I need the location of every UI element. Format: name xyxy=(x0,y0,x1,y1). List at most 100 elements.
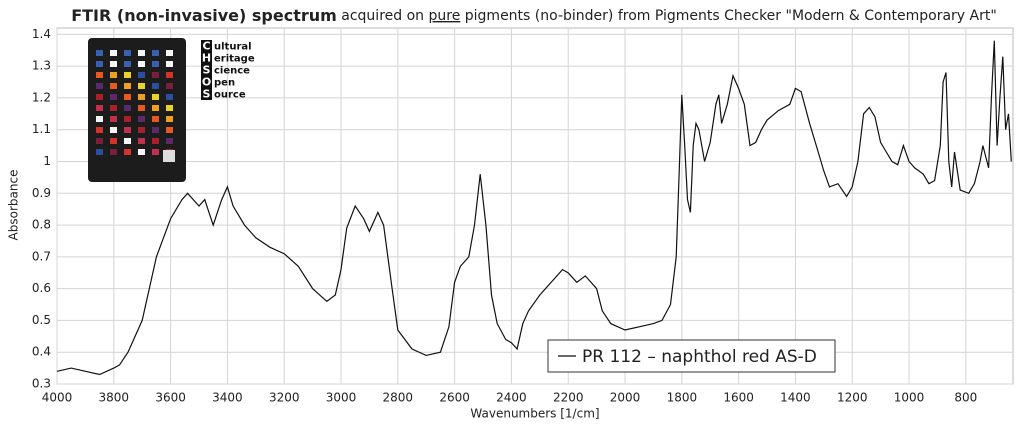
swatch xyxy=(152,61,159,67)
x-axis-label: Wavenumbers [1/cm] xyxy=(470,407,599,421)
logo-box xyxy=(201,40,212,52)
swatch xyxy=(110,127,117,133)
swatch xyxy=(138,94,145,100)
swatch xyxy=(138,149,145,155)
swatch xyxy=(124,127,131,133)
swatch xyxy=(166,94,173,100)
swatch xyxy=(110,72,117,78)
y-tick-label: 0.7 xyxy=(32,249,51,263)
x-tick-label: 2400 xyxy=(496,391,527,405)
swatch xyxy=(138,61,145,67)
plot-frame xyxy=(56,27,1014,385)
logo-word: pen xyxy=(214,78,235,89)
swatch xyxy=(110,94,117,100)
x-tick-label: 3600 xyxy=(155,391,186,405)
y-tick-label: 1 xyxy=(43,154,51,168)
title-part: acquired on xyxy=(341,8,424,24)
legend: PR 112 – naphthol red AS-D xyxy=(547,339,836,373)
swatches xyxy=(96,50,175,162)
x-tick-label: 4000 xyxy=(42,391,73,405)
y-tick-label: 1.2 xyxy=(32,90,51,104)
x-tick-label: 1200 xyxy=(837,391,868,405)
swatch xyxy=(96,116,103,122)
x-tick-label: 1800 xyxy=(667,391,698,405)
swatch xyxy=(166,72,173,78)
swatch xyxy=(124,116,131,122)
swatch xyxy=(138,105,145,111)
legend-label: PR 112 – naphthol red AS-D xyxy=(582,347,817,367)
swatch xyxy=(110,83,117,89)
swatch xyxy=(138,138,145,144)
swatch xyxy=(110,61,117,67)
x-tick-label: 3000 xyxy=(326,391,357,405)
logo-box xyxy=(201,64,212,76)
swatch xyxy=(152,94,159,100)
chart-title: FTIR (non-invasive) spectrum acquired on… xyxy=(71,6,997,25)
swatch xyxy=(166,50,173,56)
title-bold: FTIR (non-invasive) spectrum xyxy=(71,6,337,25)
x-tick-label: 2600 xyxy=(439,391,470,405)
y-tick-label: 1.3 xyxy=(32,59,51,73)
y-tick-label: 1.4 xyxy=(32,27,51,41)
swatch xyxy=(96,105,103,111)
swatch xyxy=(96,94,103,100)
y-tick-label: 1.1 xyxy=(32,122,51,136)
qr-code xyxy=(163,150,175,162)
swatch xyxy=(152,83,159,89)
swatch xyxy=(152,138,159,144)
swatch xyxy=(138,50,145,56)
y-tick-label: 0.5 xyxy=(32,313,51,327)
logo-initial: C xyxy=(202,40,210,53)
swatch xyxy=(124,83,131,89)
spectrum-line xyxy=(56,40,1012,376)
checker-image xyxy=(88,38,186,182)
swatch xyxy=(96,127,103,133)
swatch xyxy=(166,105,173,111)
y-tick-label: 0.4 xyxy=(32,345,51,359)
logo-word: eritage xyxy=(214,54,255,65)
swatch xyxy=(152,116,159,122)
x-tick-label: 3800 xyxy=(99,391,130,405)
swatch xyxy=(124,105,131,111)
y-tick-label: 0.8 xyxy=(32,218,51,232)
y-tick-label: 0.9 xyxy=(32,186,51,200)
logo-initial: H xyxy=(202,52,211,65)
y-tick-label: 0.6 xyxy=(32,281,51,295)
logo-word: cience xyxy=(214,66,250,77)
swatch xyxy=(152,72,159,78)
legend-box xyxy=(547,339,836,373)
title-part: pure xyxy=(428,8,460,24)
x-tick-label: 800 xyxy=(954,391,977,405)
x-tick-label: 3200 xyxy=(269,391,300,405)
x-tick-label: 1600 xyxy=(723,391,754,405)
plot-area: 0.3 0.4 0.5 0.6 0.7 0.8 0.9 1 1.1 1.2 1.3 1.4 4000 38… xyxy=(32,27,1014,405)
swatch xyxy=(96,50,103,56)
swatch xyxy=(152,149,159,155)
swatch xyxy=(152,105,159,111)
logo-box xyxy=(201,52,212,64)
swatch xyxy=(124,94,131,100)
title-part: pigments (no-binder) from Pigments Check… xyxy=(465,8,997,24)
swatch xyxy=(96,83,103,89)
swatch xyxy=(138,72,145,78)
swatch xyxy=(152,127,159,133)
swatch xyxy=(152,50,159,56)
logo-initial: S xyxy=(203,88,211,101)
swatch xyxy=(124,149,131,155)
x-tick-label: 3400 xyxy=(212,391,243,405)
swatch xyxy=(138,83,145,89)
swatch xyxy=(110,138,117,144)
x-tick-label: 2200 xyxy=(553,391,584,405)
swatch xyxy=(110,105,117,111)
swatch xyxy=(124,50,131,56)
swatch xyxy=(110,116,117,122)
swatch xyxy=(166,83,173,89)
swatch xyxy=(110,50,117,56)
swatch xyxy=(124,138,131,144)
swatch xyxy=(138,127,145,133)
logo-box xyxy=(201,88,212,100)
y-tick-label: 0.3 xyxy=(32,377,51,391)
y-axis-label: Absorbance xyxy=(7,170,21,241)
